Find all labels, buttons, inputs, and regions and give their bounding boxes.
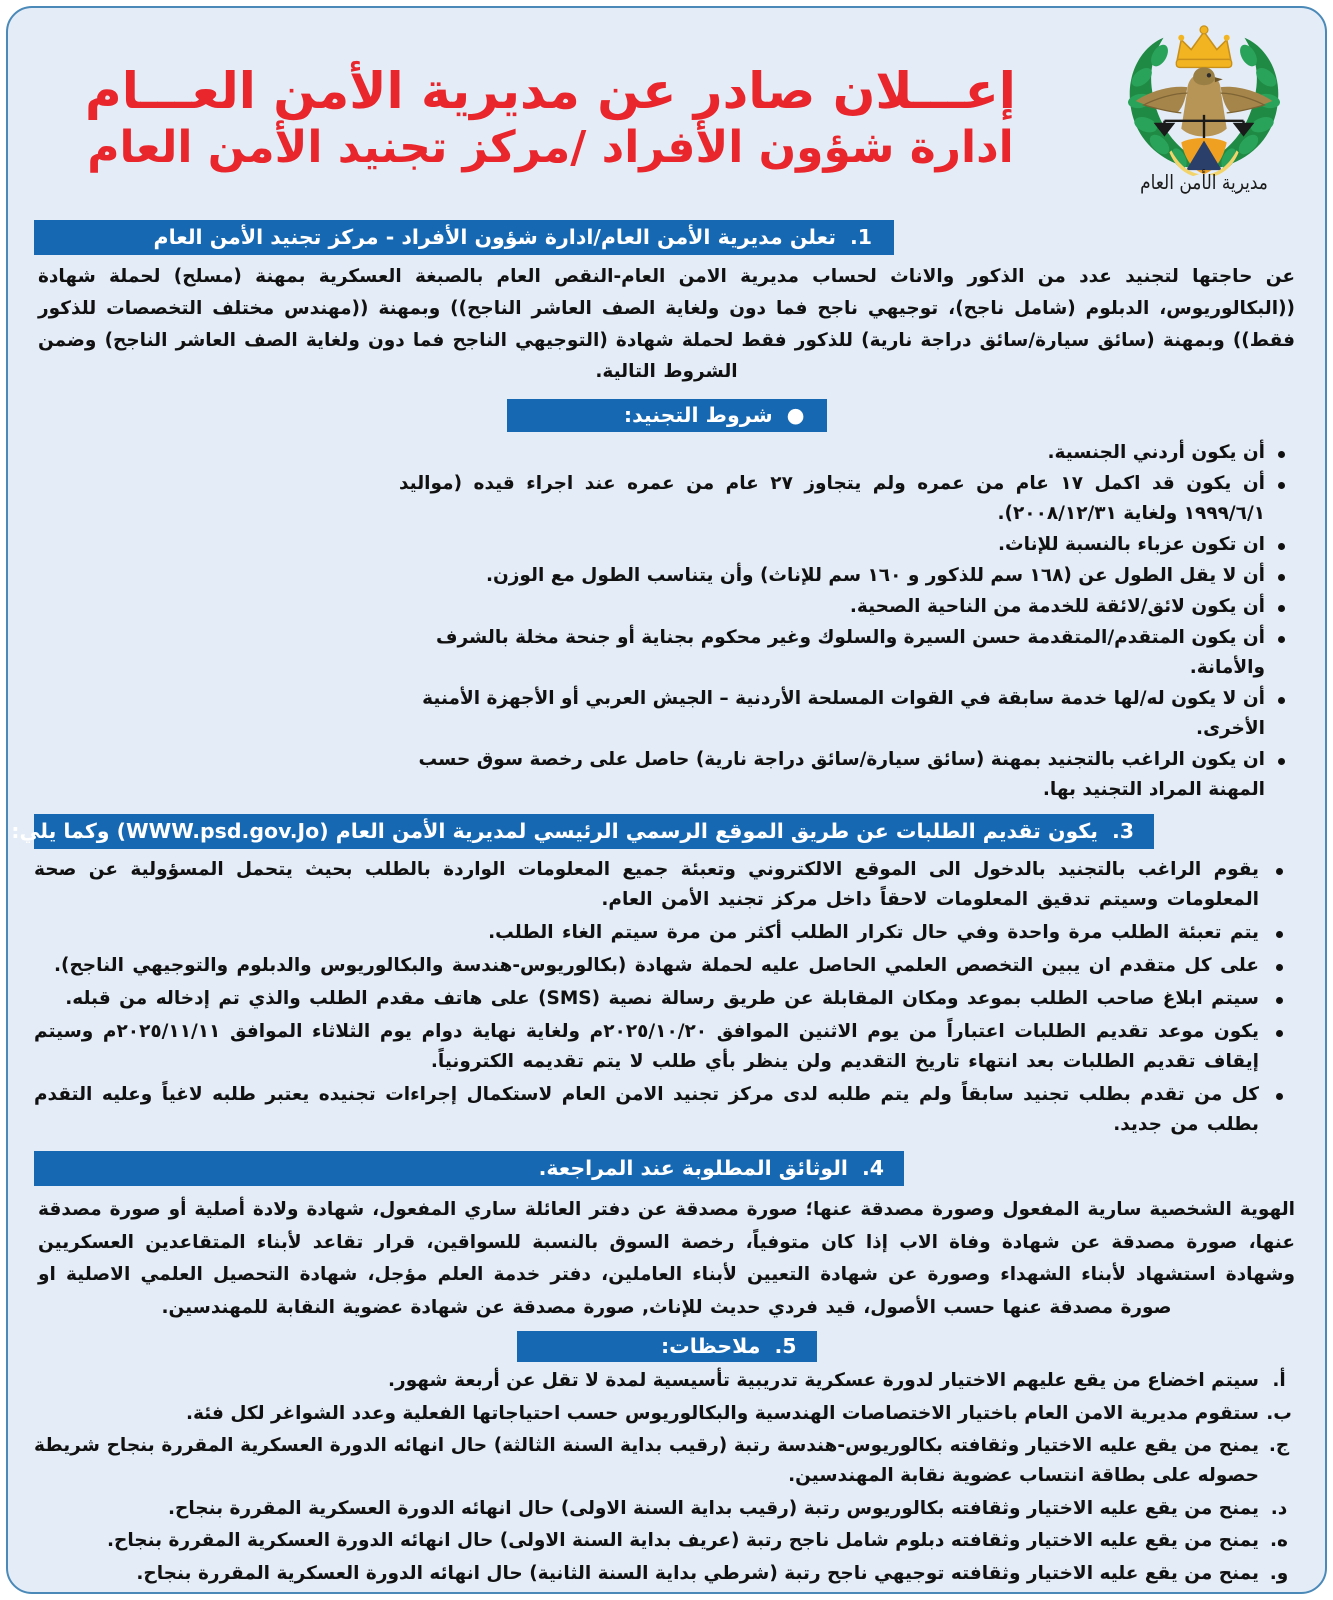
note-text: يمنح من يقع عليه الاختيار وثقافته دبلوم … <box>106 1530 1259 1552</box>
list-item: ج. يمنح من يقع عليه الاختيار وثقافته بكا… <box>34 1431 1299 1490</box>
list-item: سيتم ابلاغ صاحب الطلب بموعد ومكان المقاب… <box>34 984 1299 1014</box>
section-5-header: 5. ملاحظات: <box>516 1331 817 1363</box>
section-5-bar-row: 5. ملاحظات: <box>34 1325 1299 1363</box>
conditions-list: أن يكون أردني الجنسية. أن يكون قد اكمل ١… <box>399 438 1299 805</box>
note-text: يمنح من يقع عليه الاختيار وثقافته بكالور… <box>34 1435 1259 1487</box>
list-item: ب. ستقوم مديرية الامن العام باختيار الاخ… <box>34 1399 1299 1429</box>
note-letter: ب. <box>1266 1402 1292 1424</box>
jordan-psd-emblem-icon <box>1128 25 1280 177</box>
conditions-wrap: أن يكون أردني الجنسية. أن يكون قد اكمل ١… <box>399 438 1299 805</box>
section-3-number: 3. <box>1111 818 1134 843</box>
note-letter: و. <box>1269 1562 1289 1584</box>
list-item: أن يكون أردني الجنسية. <box>399 438 1299 468</box>
list-item: أ. سيتم اخضاع من يقع عليهم الاختيار لدور… <box>34 1366 1299 1396</box>
section-5-title: ملاحظات: <box>660 1334 761 1359</box>
note-text: يمنح من يقع عليه الاختيار وثقافته توجيهي… <box>136 1562 1259 1584</box>
section-2-bar-row: ● شروط التجنيد: <box>34 390 1299 433</box>
list-item: د. يمنح من يقع عليه الاختيار وثقافته بكا… <box>34 1494 1299 1524</box>
list-item: أن يكون المتقدم/المتقدمة حسن السيرة والس… <box>399 623 1299 683</box>
notes-list: أ. سيتم اخضاع من يقع عليهم الاختيار لدور… <box>34 1366 1299 1592</box>
list-item: على كل متقدم ان يبين التخصص العلمي الحاص… <box>34 951 1299 981</box>
page-title-line-1: إعـــلان صادر عن مديرية الأمن العـــام <box>85 61 1016 120</box>
list-item: يتم تعبئة الطلب مرة واحدة وفي حال تكرار … <box>34 918 1299 948</box>
section-4-title: الوثائق المطلوبة عند المراجعة. <box>538 1155 848 1180</box>
section-2-bullet-icon: ● <box>786 403 805 428</box>
section-4-header: 4. الوثائق المطلوبة عند المراجعة. <box>34 1150 904 1186</box>
note-letter: ج. <box>1268 1435 1290 1457</box>
application-steps-list: يقوم الراغب بالتجنيد بالدخول الى الموقع … <box>34 855 1299 1140</box>
list-item: ز. يمنح من يقع عليه الاختيار وثقافته توج… <box>34 1591 1299 1592</box>
scales-icon <box>1153 114 1255 151</box>
logo-caption: مديرية الأمن العام <box>1140 171 1269 195</box>
section-3-title: يكون تقديم الطلبات عن طريق الموقع الرسمي… <box>11 818 1098 843</box>
shield-base-icon <box>1169 138 1239 177</box>
list-item: ان يكون الراغب بالتجنيد بمهنة (سائق سيار… <box>399 745 1299 805</box>
list-item: أن لا يقل الطول عن (١٦٨ سم للذكور و ١٦٠ … <box>399 561 1299 591</box>
note-text: سيتم اخضاع من يقع عليهم الاختيار لدورة ع… <box>388 1370 1259 1392</box>
note-text: ستقوم مديرية الامن العام باختيار الاختصا… <box>186 1402 1259 1424</box>
section-1-number: 1. <box>849 225 872 249</box>
document-header: مديرية الأمن العام إعـــلان صادر عن مدير… <box>34 20 1299 216</box>
section-1-body: عن حاجتها لتجنيد عدد من الذكور والاناث ل… <box>38 266 1295 383</box>
section-1-header: 1. تعلن مديرية الأمن العام/ادارة شؤون ال… <box>34 220 894 255</box>
note-letter: ه. <box>1270 1530 1288 1552</box>
section-5-number: 5. <box>774 1334 797 1359</box>
page-title-line-2: ادارة شؤون الأفراد /مركز تجنيد الأمن الع… <box>87 121 1014 173</box>
section-4-bar-row: 4. الوثائق المطلوبة عند المراجعة. <box>34 1143 1299 1186</box>
list-item: يقوم الراغب بالتجنيد بالدخول الى الموقع … <box>34 855 1299 915</box>
note-text: يمنح من يقع عليه الاختيار وثقافته توجيهي… <box>34 1591 1259 1592</box>
section-2-header: ● شروط التجنيد: <box>506 399 827 433</box>
section-3-header[interactable]: 3. يكون تقديم الطلبات عن طريق الموقع الر… <box>11 813 1154 849</box>
psd-logo: مديرية الأمن العام <box>1115 25 1293 211</box>
section-3-bar-row: 3. يكون تقديم الطلبات عن طريق الموقع الر… <box>11 806 1299 849</box>
section-4-body: الهوية الشخصية سارية المفعول وصورة مصدقة… <box>38 1198 1295 1319</box>
list-item: ان تكون عزباء بالنسبة للإناث. <box>399 530 1299 560</box>
section-2-title: شروط التجنيد: <box>623 403 773 428</box>
section-4-number: 4. <box>861 1155 884 1180</box>
header-titles: إعـــلان صادر عن مديرية الأمن العـــام ا… <box>34 62 1097 175</box>
list-item: كل من تقدم بطلب تجنيد سابقاً ولم يتم طلب… <box>34 1080 1299 1140</box>
section-1-bar-row: 1. تعلن مديرية الأمن العام/ادارة شؤون ال… <box>34 216 1299 255</box>
note-letter: ز. <box>1259 1591 1299 1592</box>
announcement-frame: مديرية الأمن العام إعـــلان صادر عن مدير… <box>6 6 1327 1594</box>
list-item: و. يمنح من يقع عليه الاختيار وثقافته توج… <box>34 1559 1299 1589</box>
note-letter: د. <box>1270 1497 1288 1519</box>
list-item: أن يكون قد اكمل ١٧ عام من عمره ولم يتجاو… <box>399 469 1299 529</box>
list-item: أن لا يكون له/لها خدمة سابقة في القوات ا… <box>399 684 1299 744</box>
note-letter: أ. <box>1272 1370 1286 1392</box>
list-item: أن يكون لائق/لائقة للخدمة من الناحية الص… <box>399 592 1299 622</box>
note-text: يمنح من يقع عليه الاختيار وثقافته بكالور… <box>167 1497 1259 1519</box>
list-item: ه. يمنح من يقع عليه الاختيار وثقافته دبل… <box>34 1526 1299 1556</box>
section-1-title: تعلن مديرية الأمن العام/ادارة شؤون الأفر… <box>153 225 836 249</box>
crown-icon <box>1175 25 1233 69</box>
list-item: يكون موعد تقديم الطلبات اعتباراً من يوم … <box>34 1017 1299 1077</box>
